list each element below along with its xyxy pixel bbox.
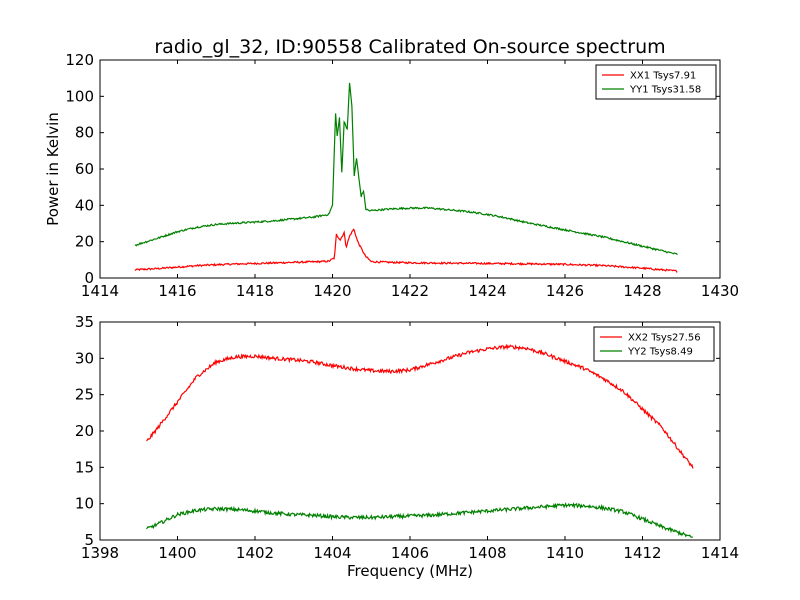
- y-tick-label: 40: [75, 196, 94, 214]
- legend-entry: XX1 Tsys7.91: [630, 71, 696, 82]
- legend-box: [593, 326, 715, 362]
- y-tick-label: 5: [84, 531, 94, 549]
- y-tick-label: 120: [65, 51, 94, 69]
- x-tick-label: 1418: [236, 282, 274, 300]
- y-tick-label: 20: [75, 233, 94, 251]
- x-tick-label: 1408: [468, 544, 506, 562]
- y-tick-label: 80: [75, 124, 94, 142]
- legend-entry: YY2 Tsys8.49: [627, 347, 693, 358]
- x-tick-label: 1426: [546, 282, 584, 300]
- x-tick-label: 1410: [546, 544, 584, 562]
- x-tick-label: 1424: [468, 282, 506, 300]
- x-tick-label: 1428: [623, 282, 661, 300]
- legend: XX1 Tsys7.91 YY1 Tsys31.58: [595, 64, 717, 100]
- y-tick-label: 0: [84, 269, 94, 287]
- x-tick-label: 1404: [313, 544, 351, 562]
- top-panel: 1414 1416 1418 1420 1422 1424 1426 1428 1430 0 20 4…: [65, 51, 739, 300]
- y-tick-label: 20: [75, 422, 94, 440]
- bottom-panel: 1398 1400 1402 1404 1406 1408 1410 1412 1414 5 10 1…: [75, 313, 739, 562]
- legend: XX2 Tsys27.56 YY2 Tsys8.49: [593, 326, 715, 362]
- x-tick-label: 1414: [81, 282, 119, 300]
- y-tick-label: 15: [75, 458, 94, 476]
- series-line-yy1: [134, 82, 678, 256]
- legend-box: [595, 64, 717, 100]
- x-tick-label: 1422: [391, 282, 429, 300]
- x-tick-label: 1412: [623, 544, 661, 562]
- y-tick-label: 60: [75, 160, 94, 178]
- x-axis-label: Frequency (MHz): [347, 562, 473, 580]
- y-tick-label: 35: [75, 313, 94, 331]
- series-line-xx2: [146, 343, 694, 469]
- x-tick-label: 1420: [313, 282, 351, 300]
- y-tick-label: 30: [75, 349, 94, 367]
- x-tick-label: 1398: [81, 544, 119, 562]
- legend-entry: XX2 Tsys27.56: [628, 333, 701, 344]
- series-line-yy2: [146, 501, 693, 538]
- x-tick-label: 1400: [158, 544, 196, 562]
- x-tick-label: 1430: [701, 282, 739, 300]
- legend-entry: YY1 Tsys31.58: [629, 85, 701, 96]
- y-tick-label: 25: [75, 386, 94, 404]
- chart-title: radio_gl_32, ID:90558 Calibrated On-sour…: [154, 36, 665, 58]
- x-tick-label: 1416: [158, 282, 196, 300]
- y-axis-label: Power in Kelvin: [44, 112, 62, 226]
- x-tick-label: 1414: [701, 544, 739, 562]
- y-tick-label: 100: [65, 87, 94, 105]
- x-tick-label: 1402: [236, 544, 274, 562]
- x-tick-label: 1406: [391, 544, 429, 562]
- series-line-xx1: [134, 228, 678, 273]
- y-tick-label: 10: [75, 495, 94, 513]
